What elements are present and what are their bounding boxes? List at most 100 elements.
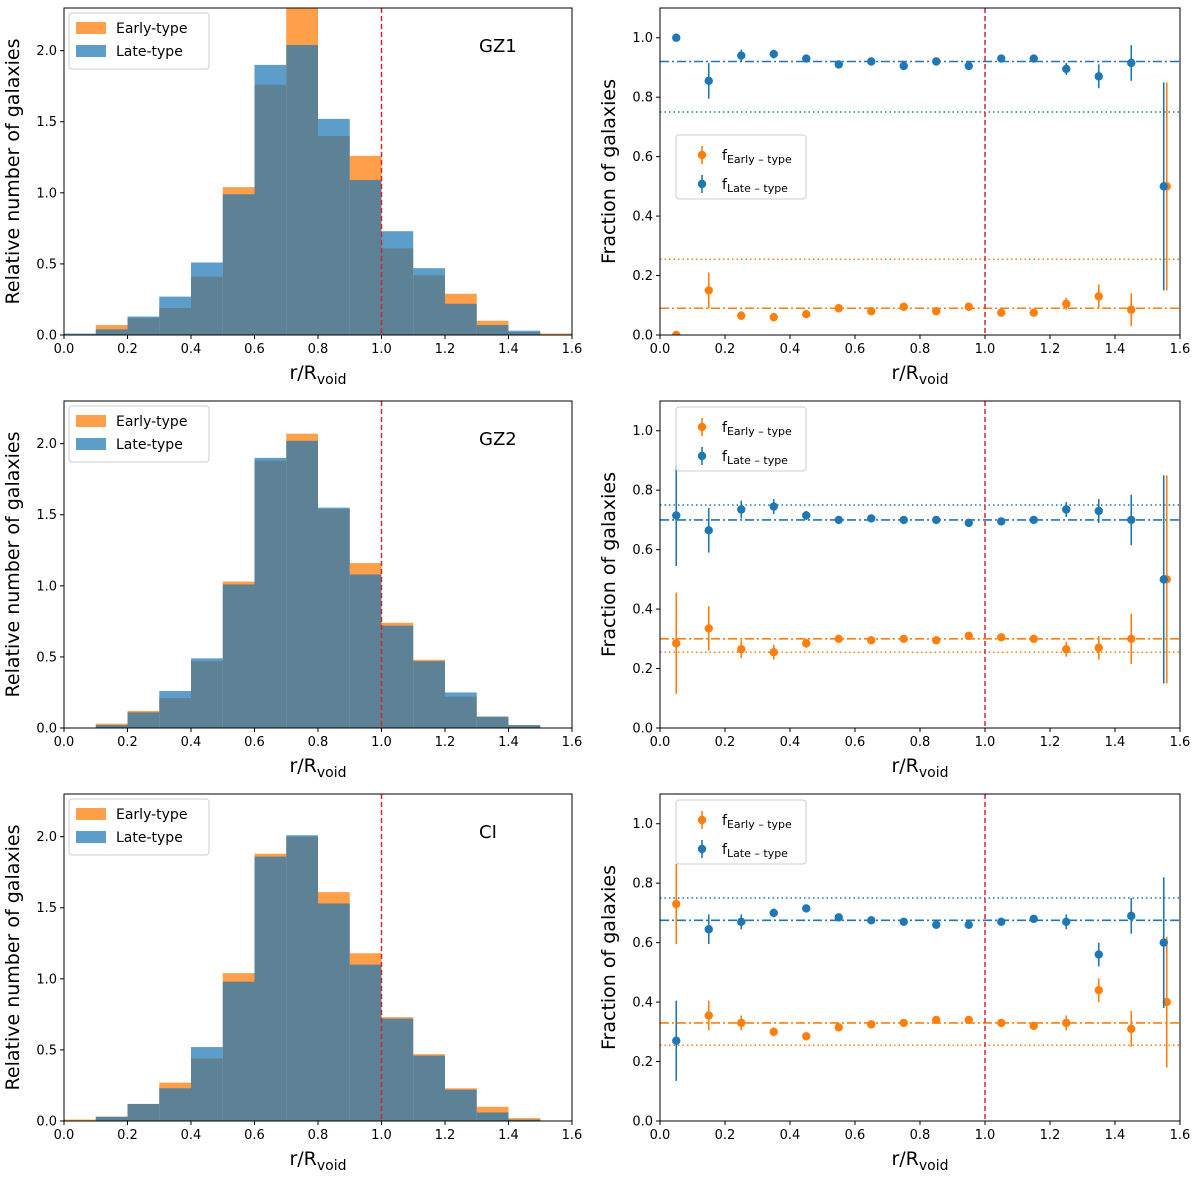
point-early-type (1029, 634, 1038, 644)
point-early-type (867, 307, 876, 316)
bar-early-type-bin-15 (540, 333, 572, 335)
point-late-type (704, 76, 713, 86)
point-early-type (1162, 997, 1171, 1007)
point-early-type (964, 631, 973, 641)
bar-late-type-bin-9 (349, 180, 382, 335)
x-axis-label: r/Rvoid (289, 1148, 346, 1174)
bar-late-type-bin-4 (191, 262, 223, 335)
point-early-type (1029, 1021, 1038, 1031)
point-late-type (1062, 505, 1071, 514)
y-tick-label: 0.0 (632, 1115, 653, 1130)
point-late-type (997, 54, 1006, 63)
point-late-type (737, 505, 746, 514)
y-axis-label: Relative number of galaxies (2, 432, 24, 698)
point-late-type (834, 515, 843, 525)
point-early-type (704, 624, 713, 633)
point-late-type (1127, 58, 1136, 68)
point-early-type (1127, 634, 1136, 644)
bar-late-type-bin-5 (222, 981, 255, 1121)
point-late-type (802, 54, 811, 63)
point-early-type (1127, 1024, 1136, 1034)
legend-swatch-early-type (76, 415, 106, 427)
legend-box (675, 406, 807, 472)
point-late-type (769, 908, 778, 918)
point-early-type (1062, 1018, 1071, 1028)
y-tick-label: 1.0 (36, 186, 57, 201)
x-tick-label: 0.4 (780, 342, 801, 357)
y-tick-label: 1.5 (36, 508, 57, 523)
bar-late-type-bin-8 (318, 903, 350, 1121)
y-tick-label: 2.0 (36, 437, 57, 452)
point-late-type (899, 61, 908, 71)
bar-late-type-bin-7 (286, 440, 318, 728)
x-tick-label: 0.6 (845, 342, 866, 357)
point-early-type (1029, 308, 1038, 317)
bar-late-type-bin-0 (64, 333, 96, 335)
point-early-type (737, 645, 746, 654)
bar-late-type-bin-10 (381, 625, 414, 728)
bar-late-type-bin-10 (381, 1018, 414, 1121)
x-axis-label: r/Rvoid (891, 755, 948, 781)
point-early-type (964, 1015, 973, 1025)
y-tick-label: 2.0 (36, 830, 57, 845)
point-early-type (834, 634, 843, 644)
y-tick-label: 0.5 (36, 650, 57, 665)
bar-late-type-bin-5 (222, 194, 255, 335)
y-axis-label: Fraction of galaxies (598, 472, 620, 657)
y-tick-label: 0.2 (632, 662, 653, 677)
x-tick-label: 1.6 (1170, 735, 1191, 750)
x-tick-label: 0.6 (845, 1128, 866, 1143)
bar-late-type-bin-1 (95, 329, 128, 335)
x-tick-label: 1.2 (1040, 1128, 1061, 1143)
point-late-type (1062, 917, 1071, 927)
x-axis-label: r/Rvoid (891, 1148, 948, 1174)
y-tick-label: 0.6 (632, 936, 653, 951)
y-tick-label: 1.0 (632, 31, 653, 46)
point-late-type (769, 502, 778, 511)
fraction-panel: 0.0 0.2 0.4 0.6 0.8 1.0 1.2 1.4 1.6 0.0 0.2 0.4 0.6 0… (598, 400, 1191, 781)
legend-point-marker (697, 179, 707, 189)
point-early-type (802, 309, 811, 319)
x-tick-label: 1.6 (562, 1128, 583, 1143)
x-tick-label: 0.4 (780, 1128, 801, 1143)
x-tick-label: 0.8 (308, 342, 329, 357)
x-tick-label: 0.2 (117, 735, 138, 750)
bar-late-type-bin-8 (318, 507, 350, 728)
point-early-type (1062, 645, 1071, 654)
point-late-type (672, 511, 681, 520)
point-late-type (1094, 72, 1103, 81)
point-early-type (867, 636, 876, 645)
x-tick-label: 0.4 (181, 1128, 202, 1143)
bar-late-type-bin-6 (254, 64, 287, 335)
bar-late-type-bin-8 (318, 118, 350, 335)
x-tick-label: 1.0 (371, 342, 392, 357)
point-late-type (1062, 64, 1071, 74)
point-early-type (1062, 299, 1071, 308)
y-tick-label: 0.4 (632, 603, 653, 618)
legend-swatch-late-type (76, 831, 106, 843)
x-tick-label: 0.6 (244, 342, 265, 357)
y-tick-label: 0.4 (632, 996, 653, 1011)
point-late-type (704, 526, 713, 535)
legend: Early-type Late-type (68, 405, 210, 463)
panel-tag: GZ1 (479, 36, 517, 57)
legend-label-subscript: Early – type (727, 425, 792, 438)
point-early-type (932, 636, 941, 645)
bar-group (95, 433, 541, 728)
legend: fEarly – type fLate – type (675, 799, 807, 865)
x-tick-label: 0.4 (780, 735, 801, 750)
legend-label-subscript: Early – type (727, 818, 792, 831)
legend-point-marker (697, 451, 707, 461)
bar-late-type-bin-11 (413, 268, 445, 335)
y-tick-label: 0.0 (36, 329, 57, 344)
x-tick-label: 1.0 (371, 735, 392, 750)
legend-box (675, 799, 807, 865)
panel-tag: GZ2 (479, 429, 517, 450)
plot-area (660, 464, 1180, 694)
point-early-type (932, 1015, 941, 1025)
bar-late-type-bin-2 (127, 712, 160, 728)
point-late-type (737, 917, 746, 927)
point-late-type (932, 920, 941, 929)
bar-late-type-bin-9 (349, 964, 382, 1121)
